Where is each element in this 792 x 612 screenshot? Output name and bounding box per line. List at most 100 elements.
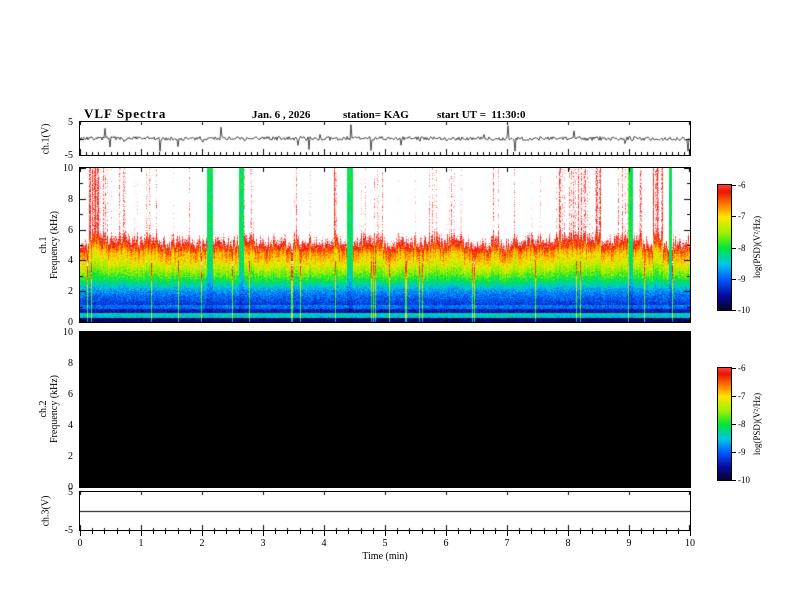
y-tick-label: -5 — [64, 525, 73, 536]
x-minor-tick — [116, 531, 118, 534]
x-minor-tick — [494, 531, 496, 534]
x-major-tick — [629, 531, 630, 536]
ch2-spectrogram-panel — [79, 331, 691, 488]
y-tick-label: 2 — [68, 451, 73, 462]
x-minor-tick — [153, 531, 155, 534]
colorbar-tick-label: -6 — [738, 363, 746, 373]
y-tick-label: 8 — [68, 193, 73, 205]
colorbar-tick — [732, 452, 736, 453]
x-minor-tick — [299, 531, 301, 534]
ch2-frequency-unit-label: Frequency (kHz) — [49, 374, 60, 444]
x-minor-tick — [238, 531, 240, 534]
x-minor-tick — [555, 531, 557, 534]
x-minor-tick — [226, 531, 228, 534]
x-minor-tick — [470, 531, 472, 534]
colorbar-tick — [732, 310, 736, 311]
x-minor-tick — [372, 531, 374, 534]
ch1-spectrogram-canvas — [80, 168, 690, 322]
y-tick-label: 4 — [68, 255, 73, 267]
x-major-tick — [324, 531, 325, 536]
x-major-tick — [568, 531, 569, 536]
y-tick-label: 10 — [63, 327, 73, 338]
x-minor-tick — [519, 531, 521, 534]
colorbar-tick — [732, 396, 736, 397]
ch3-waveform-panel — [79, 491, 691, 531]
date-label: Jan. 6 , 2026 — [252, 109, 311, 121]
x-tick-label: 7 — [504, 538, 510, 549]
x-minor-tick — [104, 531, 106, 534]
colorbar-tick — [732, 368, 736, 369]
ch1-channel-label: ch.1 — [38, 236, 49, 254]
start-ut-label: start UT = 11:30:0 — [437, 109, 526, 121]
colorbar-tick-label: -9 — [738, 273, 746, 284]
colorbar-tick — [732, 480, 736, 481]
colorbar-tick — [732, 247, 736, 249]
colorbar-tick — [732, 216, 736, 218]
station-label: station= KAG — [343, 109, 409, 121]
x-minor-tick — [275, 531, 277, 534]
colorbar-tick-label: -7 — [738, 391, 746, 401]
ch3-voltage-axis-label: ch.3(V) — [40, 495, 52, 527]
ch2-channel-label: ch.2 — [38, 400, 49, 418]
colorbar-tick — [732, 185, 736, 186]
ch1-waveform-panel — [79, 121, 691, 156]
x-tick-label: 4 — [321, 538, 327, 549]
colorbar-tick-label: -9 — [738, 447, 746, 457]
y-tick-label: 5 — [68, 117, 73, 128]
x-tick-label: 3 — [260, 538, 266, 549]
plot-title: VLF Spectra — [84, 106, 167, 121]
colorbar-tick — [732, 278, 736, 280]
x-minor-tick — [604, 531, 606, 534]
x-minor-tick — [421, 531, 423, 534]
x-tick-label: 5 — [382, 538, 388, 549]
x-tick-label: 0 — [77, 538, 83, 549]
x-major-tick — [202, 531, 203, 536]
ch3-waveform-canvas — [80, 492, 690, 530]
ch1-colorbar — [717, 184, 732, 311]
x-major-tick — [446, 531, 447, 536]
x-minor-tick — [665, 531, 667, 534]
ch2-spectrogram-canvas — [80, 332, 690, 487]
colorbar-tick-label: -10 — [738, 475, 750, 485]
ch1-colorbar-label: log(PSD)(V²/Hz) — [752, 215, 762, 279]
x-major-tick — [141, 531, 142, 536]
x-minor-tick — [128, 531, 130, 534]
x-minor-tick — [677, 531, 679, 534]
x-minor-tick — [409, 531, 411, 534]
y-tick-label: 2 — [68, 286, 73, 298]
y-tick-label: 5 — [68, 487, 73, 498]
x-minor-tick — [92, 531, 94, 534]
x-minor-tick — [482, 531, 484, 534]
x-minor-tick — [214, 531, 216, 534]
x-tick-label: 8 — [565, 538, 571, 549]
x-major-tick — [263, 531, 264, 536]
y-tick-label: 8 — [68, 358, 73, 369]
x-minor-tick — [641, 531, 643, 534]
x-major-tick — [385, 531, 386, 536]
x-minor-tick — [592, 531, 594, 534]
x-tick-label: 9 — [626, 538, 632, 549]
ch1-frequency-unit-label: Frequency (kHz) — [49, 210, 60, 280]
x-major-tick — [507, 531, 508, 536]
ch1-spectrogram-panel — [79, 167, 691, 323]
x-minor-tick — [531, 531, 533, 534]
colorbar-tick-label: -10 — [738, 305, 750, 315]
ch2-colorbar-label: log(PSD)(V²/Hz) — [752, 392, 762, 456]
ch2-frequency-axis-label: ch.2 Frequency (kHz) — [38, 375, 60, 443]
y-tick-label: 10 — [63, 163, 73, 174]
y-tick-label: 0 — [68, 317, 73, 328]
colorbar-tick-label: -7 — [738, 211, 746, 222]
time-axis-label: Time (min) — [362, 551, 408, 562]
y-tick-label: -5 — [64, 150, 73, 161]
x-minor-tick — [165, 531, 167, 534]
x-major-tick — [690, 531, 691, 536]
y-tick-label: 4 — [68, 420, 73, 431]
x-minor-tick — [397, 531, 399, 534]
x-minor-tick — [433, 531, 435, 534]
ch2-colorbar — [717, 367, 732, 481]
x-tick-label: 2 — [199, 538, 205, 549]
x-minor-tick — [348, 531, 350, 534]
y-tick-label: 0 — [68, 482, 73, 493]
x-tick-label: 10 — [685, 538, 695, 549]
x-minor-tick — [580, 531, 582, 534]
